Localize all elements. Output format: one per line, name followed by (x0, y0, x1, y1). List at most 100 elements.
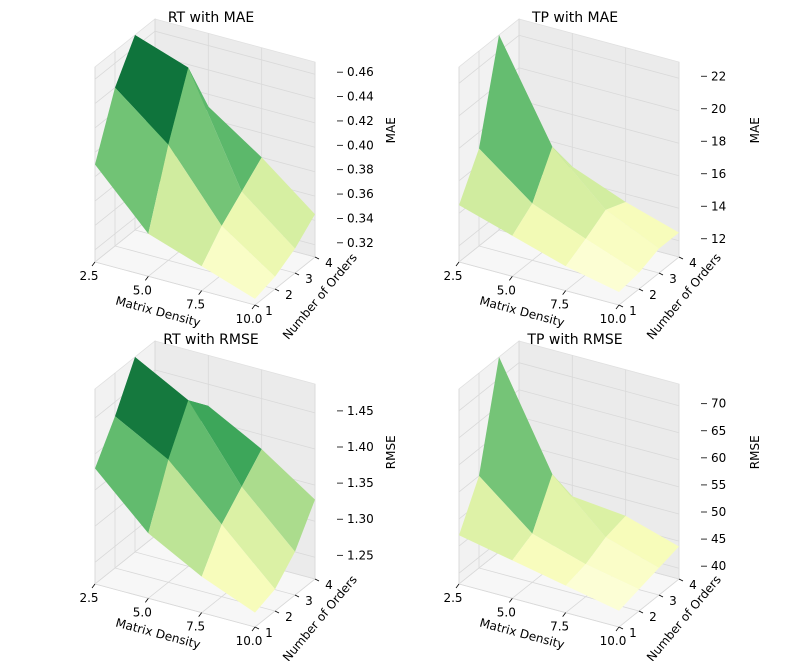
y-tick-label: 1 (265, 304, 273, 318)
x-tick-label: 2.5 (79, 591, 98, 605)
y-tick-label: 1 (629, 304, 637, 318)
x-tick (509, 276, 513, 281)
surface-patch (532, 146, 606, 239)
surface-patch (115, 357, 189, 460)
y-tick (618, 626, 624, 630)
surface-patch (221, 191, 295, 277)
y-tick (294, 272, 300, 276)
x-tick-label: 10.0 (236, 634, 263, 648)
y-tick-label: 1 (265, 626, 273, 640)
z-axis-label: RMSE (384, 435, 398, 469)
y-tick (618, 304, 624, 308)
y-tick-label: 4 (689, 256, 697, 270)
y-tick (314, 256, 320, 260)
surface-patch (532, 474, 606, 565)
x-tick (455, 261, 460, 267)
y-tick-label: 3 (669, 594, 677, 608)
x-tick-label: 5.0 (497, 605, 516, 619)
y-tick-label: 4 (325, 256, 333, 270)
y-tick (274, 288, 280, 292)
x-tick-label: 7.5 (550, 298, 569, 312)
surface-patch (552, 146, 626, 210)
z-tick-label: 12 (711, 232, 726, 246)
surface-patch (605, 202, 679, 249)
y-tick (254, 626, 260, 630)
x-tick-label: 7.5 (186, 298, 205, 312)
y-tick (638, 288, 644, 292)
surface-patch (95, 416, 169, 534)
z-axis-label: MAE (748, 117, 762, 143)
surface-patch (459, 475, 533, 561)
surface-patch (148, 459, 222, 577)
surface-patch (201, 225, 275, 299)
x-tick-label: 5.0 (497, 283, 516, 297)
z-tick-label: 0.36 (347, 187, 374, 201)
surface-patch (565, 238, 639, 292)
y-tick-label: 2 (649, 610, 657, 624)
z-tick-label: 50 (711, 505, 726, 519)
surface-patch (241, 449, 315, 552)
z-tick-label: 70 (711, 397, 726, 411)
surface-patch (585, 209, 659, 273)
surface-patch (95, 87, 169, 234)
x-tick (615, 304, 620, 310)
z-tick-label: 0.44 (347, 90, 374, 104)
y-tick (678, 256, 684, 260)
y-tick-label: 2 (285, 288, 293, 302)
z-tick-label: 55 (711, 478, 726, 492)
surface-patch (459, 148, 533, 236)
z-tick-label: 0.32 (347, 236, 374, 250)
y-tick (638, 610, 644, 614)
x-tick (455, 583, 460, 589)
x-tick (198, 290, 202, 295)
subplot-title: RT with MAE (168, 10, 254, 26)
z-axis-label: MAE (384, 117, 398, 143)
subplot-title: TP with MAE (531, 10, 618, 26)
x-tick (145, 276, 149, 281)
surface-patch (115, 35, 189, 145)
x-tick (251, 626, 256, 632)
x-tick (145, 598, 149, 603)
y-tick-label: 2 (649, 288, 657, 302)
x-tick (91, 261, 96, 267)
x-tick (562, 290, 566, 295)
z-tick-label: 1.40 (347, 440, 374, 454)
y-tick (678, 578, 684, 582)
z-tick-label: 22 (711, 69, 726, 83)
z-tick-label: 0.34 (347, 211, 374, 225)
y-tick (254, 304, 260, 308)
surface-patch (241, 157, 315, 249)
surface-patch (479, 35, 553, 204)
surface-patch (221, 486, 295, 590)
x-tick-label: 5.0 (133, 605, 152, 619)
z-tick-label: 0.42 (347, 114, 374, 128)
y-tick (658, 272, 664, 276)
y-tick-label: 3 (305, 594, 313, 608)
y-tick-label: 4 (689, 578, 697, 592)
x-tick (198, 612, 202, 617)
subplot-title: RT with RMSE (163, 332, 258, 348)
x-tick-label: 10.0 (600, 312, 627, 326)
x-tick-label: 5.0 (133, 283, 152, 297)
y-tick-label: 3 (669, 272, 677, 286)
y-tick (274, 610, 280, 614)
x-tick-label: 10.0 (600, 634, 627, 648)
z-tick-label: 60 (711, 451, 726, 465)
z-tick-label: 40 (711, 559, 726, 573)
surface-patch (565, 564, 639, 611)
x-tick (615, 626, 620, 632)
y-tick (658, 594, 664, 598)
y-tick-label: 3 (305, 272, 313, 286)
surface-patch (188, 67, 262, 192)
surface-patch (188, 400, 262, 487)
surface-patch (512, 533, 586, 586)
x-tick-label: 2.5 (443, 269, 462, 283)
y-tick (294, 594, 300, 598)
surface-patch (605, 515, 679, 568)
x-tick (509, 598, 513, 603)
x-tick-label: 7.5 (186, 620, 205, 634)
